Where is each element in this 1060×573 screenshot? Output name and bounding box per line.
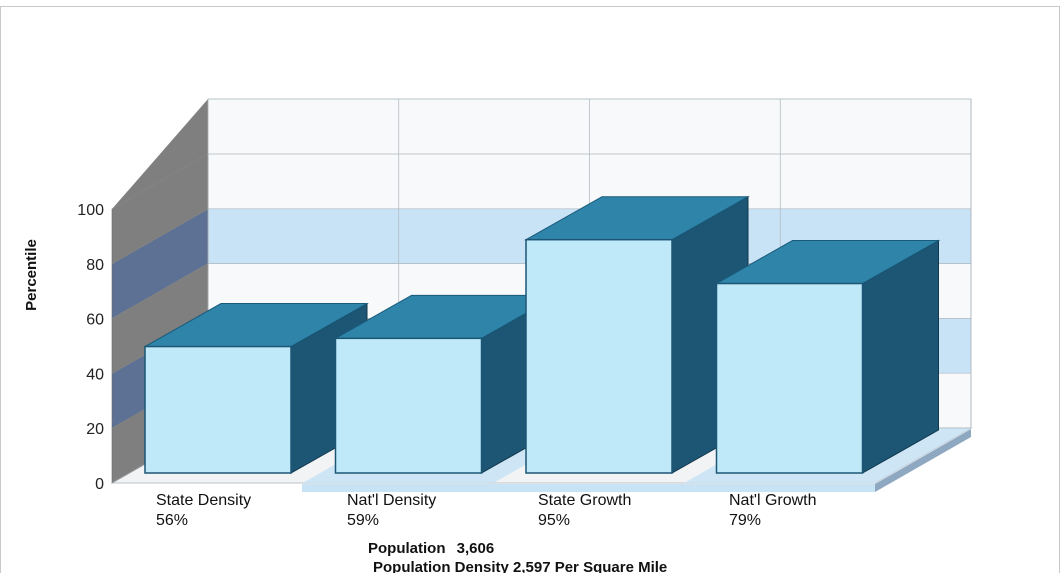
bar-front xyxy=(144,345,292,474)
category-label: Nat'l Growth xyxy=(729,492,817,509)
population-label: Population xyxy=(368,540,446,557)
category-label: State Density xyxy=(156,492,251,509)
gridline-left xyxy=(111,208,209,265)
y-tick-label: 80 xyxy=(86,257,104,274)
y-tick-label: 40 xyxy=(86,366,104,383)
floor-edge xyxy=(302,484,875,492)
category-labels: State Density 56% Nat'l Density 59% State Gr… xyxy=(156,492,817,529)
y-axis-label: Percentile xyxy=(23,239,40,311)
y-tick-label: 60 xyxy=(86,312,104,329)
category-label: Nat'l Density xyxy=(347,492,436,509)
y-axis-ticks: 0 20 40 60 80 100 xyxy=(77,202,104,493)
bar-3 xyxy=(524,195,750,474)
population-value: 3,606 xyxy=(457,540,495,557)
value-label: 95% xyxy=(538,512,570,529)
bar-front xyxy=(715,282,864,474)
bar-1 xyxy=(143,302,369,474)
y-tick-label: 100 xyxy=(77,202,104,219)
value-label: 79% xyxy=(729,512,761,529)
y-tick-label: 0 xyxy=(95,476,104,493)
category-label: State Growth xyxy=(538,492,631,509)
bar-front xyxy=(334,337,483,474)
bar-front xyxy=(525,238,673,474)
population-line: Population 3,606 xyxy=(368,540,494,557)
population-density-text: Population Density 2,597 Per Square Mile xyxy=(373,559,667,573)
bars xyxy=(143,195,941,474)
left-wall-top xyxy=(112,99,208,209)
gridline-left xyxy=(111,263,209,319)
value-label: 56% xyxy=(156,512,188,529)
value-label: 59% xyxy=(347,512,379,529)
y-tick-label: 20 xyxy=(86,421,104,438)
bar-2 xyxy=(333,294,560,474)
gridline-left xyxy=(111,153,209,210)
bar-4 xyxy=(714,239,941,474)
floor-side xyxy=(875,429,971,492)
